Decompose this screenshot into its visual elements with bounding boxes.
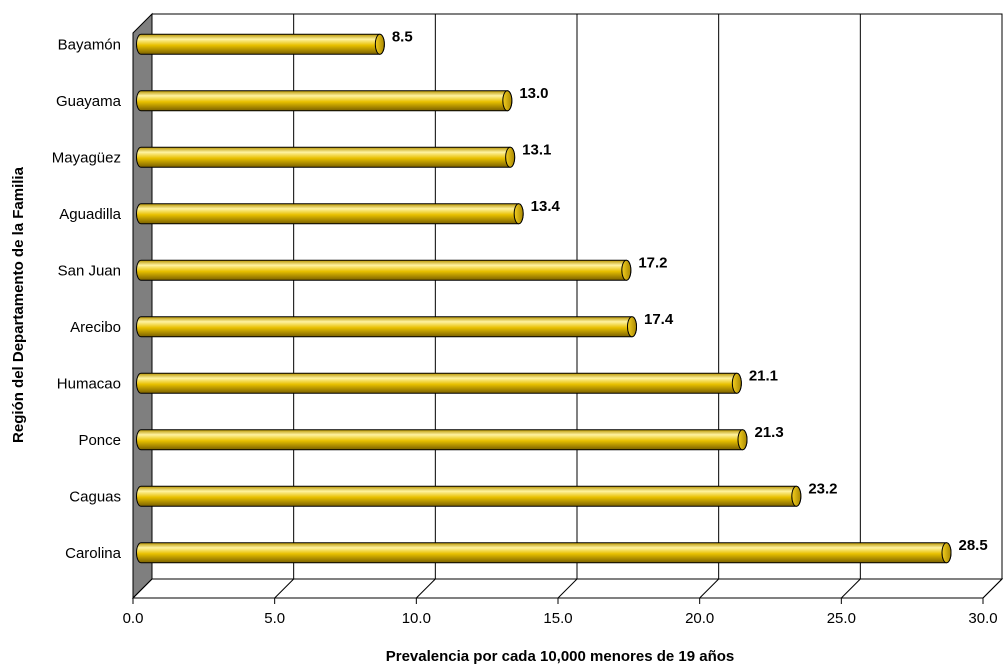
bar-8: [136, 429, 748, 451]
value-label: 21.1: [749, 367, 778, 384]
value-label: 23.2: [808, 480, 837, 497]
bar-body: [136, 485, 802, 507]
value-label: 13.1: [522, 141, 551, 158]
bar-cap: [502, 90, 513, 112]
x-tick-label: 0.0: [123, 610, 144, 627]
bar-body: [136, 542, 952, 564]
floor-gridline: [699, 578, 720, 599]
x-axis-title: Prevalencia por cada 10,000 menores de 1…: [386, 648, 735, 665]
value-label: 8.5: [392, 28, 413, 45]
floor-gridline: [557, 578, 578, 599]
x-tick-label: 10.0: [402, 610, 431, 627]
bar-body: [136, 33, 385, 55]
category-label: Aguadilla: [59, 206, 121, 223]
floor-gridline: [132, 578, 153, 599]
bar-4: [136, 203, 524, 225]
bar-7: [136, 372, 742, 394]
bar-cap: [621, 259, 632, 281]
floor-gridline: [415, 578, 436, 599]
category-label: San Juan: [58, 262, 121, 279]
bar-cap: [627, 316, 637, 338]
value-label: 13.4: [531, 198, 561, 215]
bar-cap: [731, 372, 742, 394]
category-label: Ponce: [78, 432, 121, 449]
category-label: Guayama: [56, 93, 122, 110]
labels: 0.0 5.0 10.0 15.0 20.0 25.0 30.0 Bayamón 8.5 Guay…: [52, 28, 998, 627]
category-label: Mayagüez: [52, 149, 121, 166]
floor-gridline: [274, 578, 295, 599]
category-label: Carolina: [65, 545, 122, 562]
bar-3: [136, 146, 516, 168]
bar-cap: [374, 33, 385, 55]
y-axis-title: Región del Departamento de la Familia: [10, 166, 27, 443]
value-label: 17.2: [638, 254, 667, 271]
floor-gridline: [982, 578, 1003, 599]
value-label: 13.0: [519, 85, 548, 102]
bar-cap: [941, 542, 952, 564]
x-tick-label: 15.0: [543, 610, 572, 627]
value-label: 28.5: [959, 537, 988, 554]
x-tick-label: 20.0: [685, 610, 714, 627]
bar-6: [136, 316, 637, 338]
category-label: Humacao: [57, 375, 121, 392]
bar-2: [136, 90, 513, 112]
value-label: 21.3: [755, 424, 784, 441]
bar-1: [136, 33, 385, 55]
bar-10: [136, 542, 952, 564]
category-label: Arecibo: [70, 319, 121, 336]
bar-cap: [505, 146, 516, 168]
bar-cap: [513, 203, 524, 225]
category-label: Caguas: [69, 488, 121, 505]
bar-cap: [737, 429, 748, 451]
x-tick-label: 25.0: [827, 610, 856, 627]
bar-body: [136, 316, 637, 338]
floor-gridline: [840, 578, 861, 599]
bar-9: [136, 485, 802, 507]
bar-body: [136, 146, 516, 168]
bar-cap: [791, 485, 802, 507]
bar-5: [136, 259, 632, 281]
bar-body: [136, 90, 513, 112]
bar-body: [136, 372, 742, 394]
bar-body: [136, 259, 632, 281]
bar-body: [136, 429, 748, 451]
value-label: 17.4: [644, 311, 674, 328]
bars: [136, 33, 952, 564]
category-label: Bayamón: [58, 36, 121, 53]
bar-body: [136, 203, 524, 225]
x-tick-label: 5.0: [264, 610, 285, 627]
x-tick-label: 30.0: [968, 610, 997, 627]
